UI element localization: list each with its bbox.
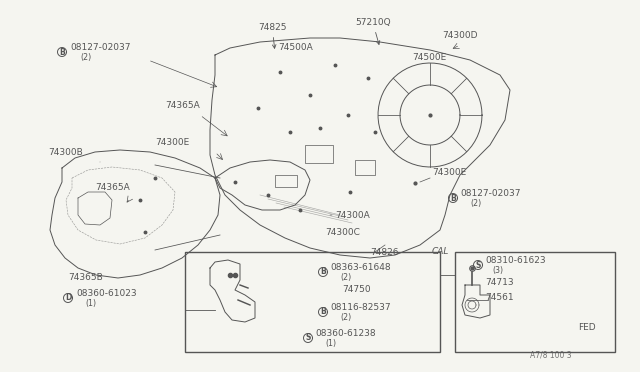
Text: 08363-61648: 08363-61648 [330,263,390,272]
Text: 74300E: 74300E [432,168,467,177]
Text: 08127-02037: 08127-02037 [460,189,520,198]
Text: 08360-61023: 08360-61023 [76,289,136,298]
Bar [275,175,297,187]
Text: B: B [320,308,326,317]
Text: S: S [305,334,310,343]
Text: (1): (1) [325,339,336,348]
Bar [305,145,333,163]
Text: 08127-02037: 08127-02037 [70,43,131,52]
Text: 74825: 74825 [258,23,287,48]
Text: 74300C: 74300C [325,228,360,237]
Text: 74826: 74826 [370,248,399,257]
Text: 74365B: 74365B [68,273,103,282]
Text: 74300D: 74300D [442,31,477,40]
Text: 08360-61238: 08360-61238 [315,329,376,338]
Text: (2): (2) [470,199,481,208]
Text: D: D [65,294,71,302]
Text: 08116-82537: 08116-82537 [330,303,390,312]
Text: 74500A: 74500A [278,43,313,52]
Text: CAL: CAL [432,247,449,256]
Text: 74300A: 74300A [335,211,370,220]
Text: (2): (2) [80,53,92,62]
Text: 74365A: 74365A [165,101,200,110]
Text: 57210Q: 57210Q [355,18,390,44]
Text: B: B [320,267,326,276]
Text: 74300E: 74300E [155,138,189,147]
Text: B: B [450,193,456,202]
Text: FED: FED [578,323,596,332]
Text: 74713: 74713 [485,278,514,287]
Text: B: B [59,48,65,57]
Text: 74500E: 74500E [412,53,446,62]
Text: (3): (3) [492,266,503,275]
Bar [355,160,375,175]
Text: (2): (2) [340,273,351,282]
Text: 08310-61623: 08310-61623 [485,256,546,265]
Text: S: S [476,260,481,269]
Text: 74365A: 74365A [95,183,130,192]
Text: A7/8 100 3: A7/8 100 3 [530,351,572,360]
Text: (1): (1) [85,299,96,308]
Text: 74561: 74561 [485,293,514,302]
Text: 74300B: 74300B [48,148,83,157]
Text: (2): (2) [340,313,351,322]
Text: 74750: 74750 [342,285,371,294]
